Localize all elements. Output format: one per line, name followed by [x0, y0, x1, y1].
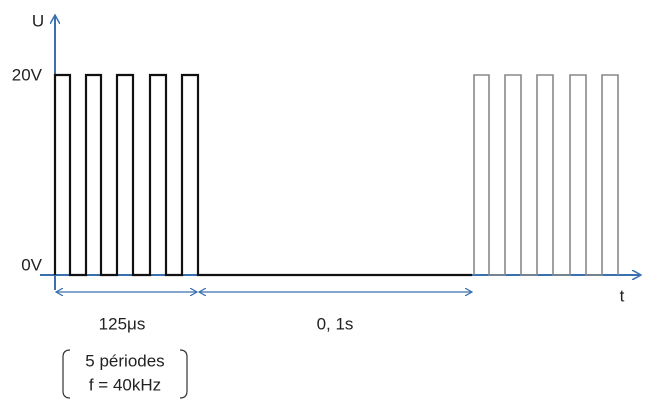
note-line: 5 périodes: [85, 351, 164, 370]
low-level-label: 0V: [21, 255, 42, 274]
y-axis-label: U: [32, 11, 44, 30]
high-level-label: 20V: [12, 65, 43, 84]
bracket-left: [62, 349, 71, 399]
burst-signal: [53, 73, 472, 277]
note-line: f = 40kHz: [89, 375, 161, 394]
bracket-right: [179, 349, 188, 399]
pause-duration: 0, 1s: [317, 314, 354, 333]
burst-duration: 125μs: [99, 314, 146, 333]
burst-signal-repeat: [473, 74, 619, 276]
x-axis-label: t: [620, 286, 625, 305]
